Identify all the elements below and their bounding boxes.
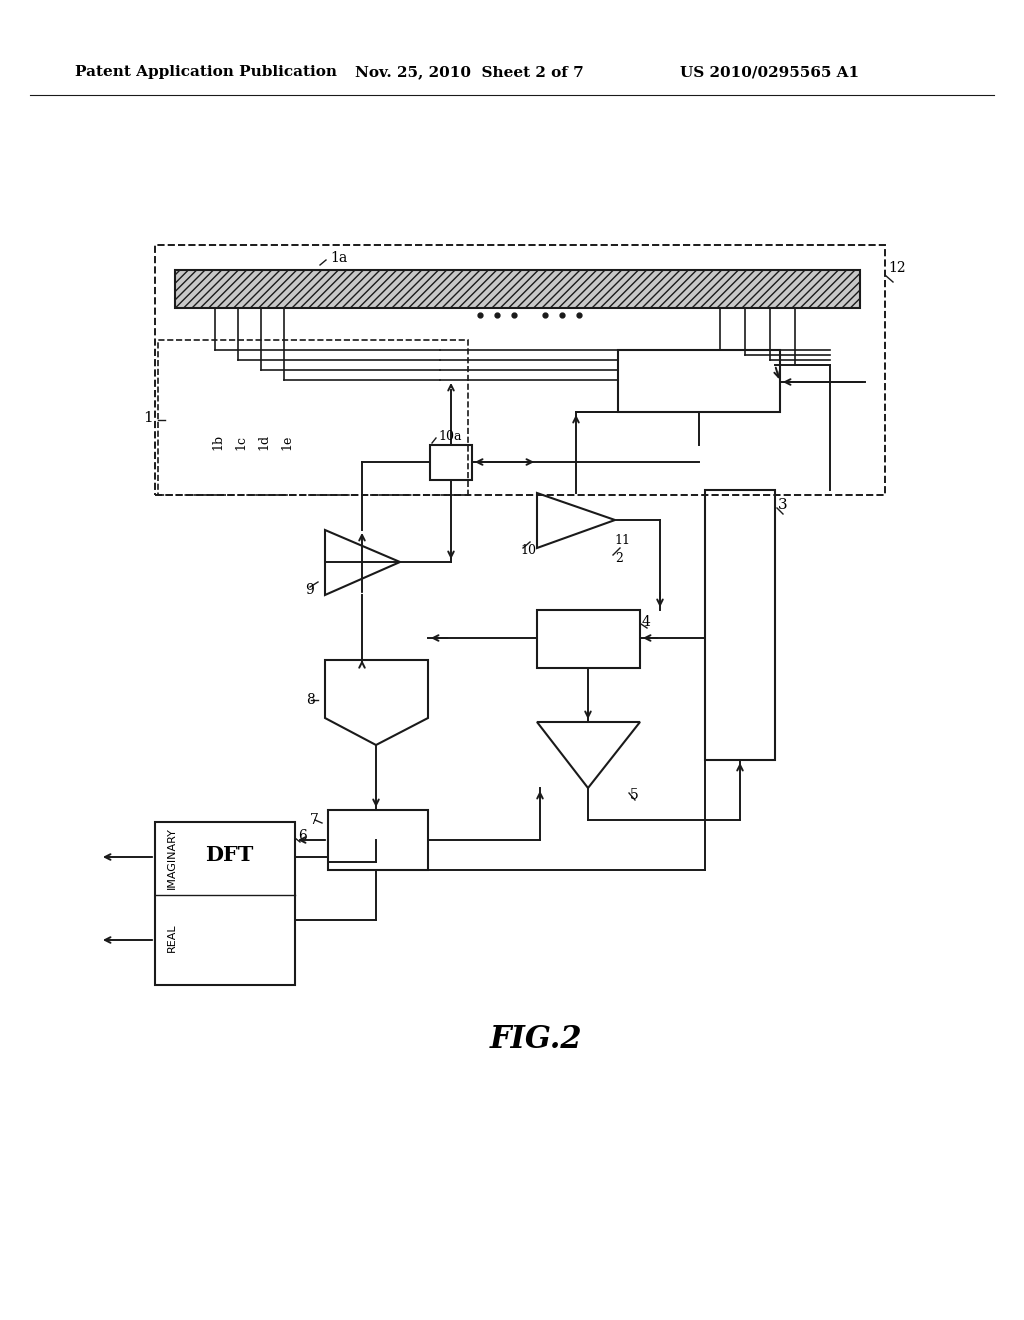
Text: 7: 7 — [310, 813, 318, 828]
Bar — [158, 341, 468, 495]
Text: 11: 11 — [614, 533, 630, 546]
Bar — [175, 271, 860, 308]
Text: 12: 12 — [888, 261, 905, 275]
Text: Patent Application Publication: Patent Application Publication — [75, 65, 337, 79]
Text: REAL: REAL — [167, 924, 177, 952]
Bar — [430, 445, 472, 480]
Text: 4: 4 — [642, 615, 651, 630]
Text: 5: 5 — [630, 788, 639, 803]
Text: 1a: 1a — [330, 251, 347, 265]
Text: 1e: 1e — [281, 434, 294, 450]
Text: 10a: 10a — [438, 429, 462, 442]
Text: 1c: 1c — [234, 436, 248, 450]
Bar — [705, 490, 775, 760]
Text: DFT: DFT — [205, 845, 253, 865]
Bar — [618, 350, 780, 412]
Text: US 2010/0295565 A1: US 2010/0295565 A1 — [680, 65, 859, 79]
Text: 9: 9 — [305, 583, 313, 597]
Bar — [155, 246, 885, 495]
Bar — [537, 610, 640, 668]
Text: 8: 8 — [306, 693, 314, 708]
Text: 1d: 1d — [257, 434, 270, 450]
Text: IMAGINARY: IMAGINARY — [167, 828, 177, 888]
Bar — [155, 822, 295, 985]
Text: 6: 6 — [298, 829, 307, 843]
Text: 3: 3 — [778, 498, 787, 512]
Text: 1b: 1b — [212, 434, 224, 450]
Text: 1: 1 — [143, 411, 153, 425]
Bar — [328, 810, 428, 870]
Text: Nov. 25, 2010  Sheet 2 of 7: Nov. 25, 2010 Sheet 2 of 7 — [355, 65, 584, 79]
Text: 10: 10 — [520, 544, 536, 557]
Text: FIG.2: FIG.2 — [490, 1024, 583, 1056]
Text: 2: 2 — [615, 552, 623, 565]
